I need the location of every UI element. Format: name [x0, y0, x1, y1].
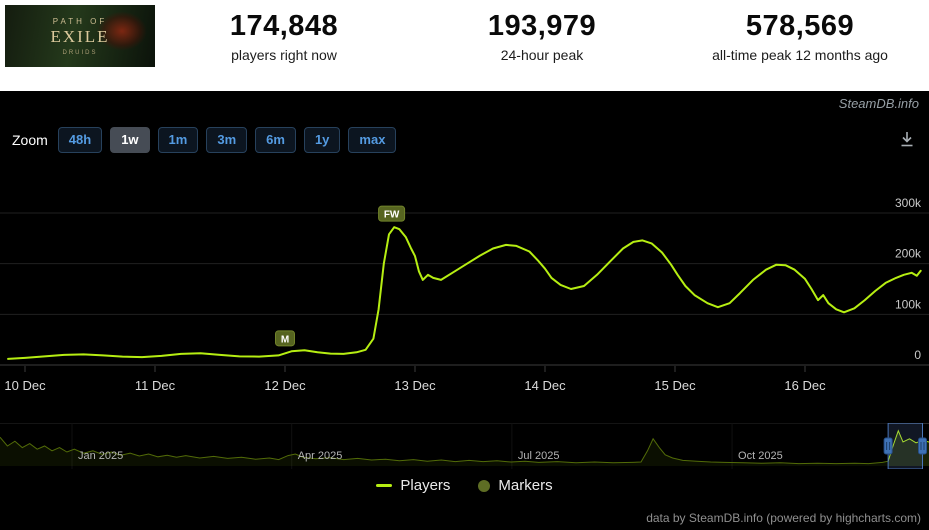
x-axis-label: 11 Dec	[135, 378, 176, 393]
zoom-toolbar: Zoom 48h 1w 1m 3m 6m 1y max	[12, 127, 397, 153]
navigator-axis-label: Jan 2025	[78, 450, 123, 462]
zoom-button-max[interactable]: max	[348, 127, 397, 153]
players-chart[interactable]: 0 100k 200k 300k 10 Dec 11 Dec 12 Dec 13 Dec 14 …	[0, 176, 929, 401]
legend-label: Players	[400, 477, 451, 494]
navigator-axis-label: Jul 2025	[518, 450, 560, 462]
stat-24h-peak-label: 24-hour peak	[500, 47, 584, 63]
stat-alltime-peak-label: all-time peak 12 months ago	[712, 47, 888, 63]
x-axis-label: 10 Dec	[4, 378, 46, 393]
y-axis-label: 200k	[895, 247, 922, 261]
game-banner[interactable]: PATH OF EXILE DRUIDS	[5, 5, 155, 67]
navigator-handle-left-icon[interactable]	[883, 437, 893, 455]
x-axis-label: 12 Dec	[264, 378, 306, 393]
x-axis-label: 15 Dec	[654, 378, 696, 393]
stat-players-now-value: 174,848	[229, 10, 339, 42]
game-banner-title: EXILE	[50, 26, 110, 46]
stat-players-now: 174,848 players right now	[155, 10, 413, 91]
legend-item-markers[interactable]: Markers	[478, 477, 553, 494]
stat-24h-peak: 193,979 24-hour peak	[413, 10, 671, 91]
navigator-mask	[0, 423, 889, 469]
stat-alltime-peak: 578,569 all-time peak 12 months ago	[671, 10, 929, 91]
legend-label: Markers	[498, 477, 553, 494]
navigator-axis-label: Apr 2025	[298, 450, 343, 462]
game-banner-title-top: PATH OF	[52, 16, 108, 26]
stat-players-now-label: players right now	[231, 47, 337, 63]
x-axis-label: 14 Dec	[524, 378, 566, 393]
zoom-button-3m[interactable]: 3m	[206, 127, 248, 153]
chart-section: SteamDB.info Zoom 48h 1w 1m 3m 6m 1y max 0 100k…	[0, 91, 929, 530]
zoom-buttons: 48h 1w 1m 3m 6m 1y max	[57, 127, 397, 153]
marker-badge-M[interactable]	[275, 330, 295, 347]
x-axis-label: 13 Dec	[394, 378, 436, 393]
stat-alltime-peak-value: 578,569	[745, 10, 855, 42]
y-axis-label: 300k	[895, 196, 922, 210]
zoom-label: Zoom	[12, 131, 48, 148]
zoom-button-6m[interactable]: 6m	[255, 127, 296, 153]
navigator-selection[interactable]	[887, 423, 923, 469]
page-header: PATH OF EXILE DRUIDS 174,848 players rig…	[0, 0, 929, 91]
steamdb-watermark: SteamDB.info	[838, 96, 919, 111]
zoom-button-48h[interactable]: 48h	[57, 127, 103, 153]
chart-legend: Players Markers	[0, 477, 929, 494]
markers-dot-icon	[478, 479, 491, 492]
marker-badge-FW[interactable]	[378, 205, 406, 222]
legend-item-players[interactable]: Players	[376, 477, 450, 494]
zoom-button-1w[interactable]: 1w	[110, 127, 150, 153]
y-axis-label: 0	[914, 348, 921, 362]
zoom-button-1m[interactable]: 1m	[157, 127, 199, 153]
game-banner-subtitle: DRUIDS	[62, 49, 98, 56]
series-line-players[interactable]	[7, 226, 922, 360]
chart-credits[interactable]: data by SteamDB.info (powered by highcha…	[646, 511, 921, 525]
navigator-handle-right-icon[interactable]	[917, 437, 927, 455]
player-stats: 174,848 players right now 193,979 24-hou…	[155, 10, 929, 91]
marker-label-M: M	[281, 334, 289, 345]
stat-24h-peak-value: 193,979	[487, 10, 597, 42]
y-axis-label: 100k	[895, 297, 922, 311]
x-axis-label: 16 Dec	[784, 378, 826, 393]
zoom-button-1y[interactable]: 1y	[303, 127, 341, 153]
players-line-icon	[376, 484, 393, 487]
marker-label-FW: FW	[384, 210, 400, 221]
download-icon[interactable]	[897, 129, 917, 154]
navigator-axis-label: Oct 2025	[738, 450, 783, 462]
navigator[interactable]: Jan 2025 Apr 2025 Jul 2025 Oct 2025	[0, 423, 929, 469]
